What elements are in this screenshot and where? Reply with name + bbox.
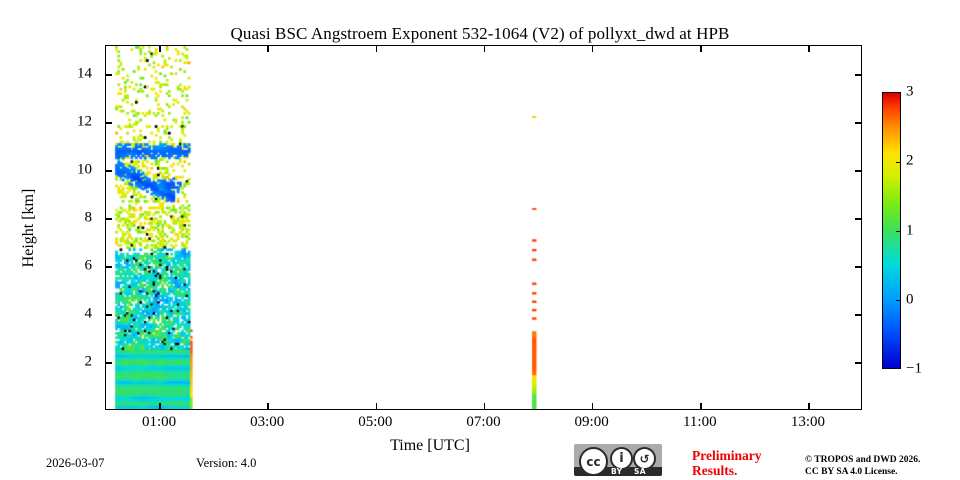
x-tick-label: 13:00: [790, 414, 826, 430]
x-axis-title: Time [UTC]: [390, 437, 470, 454]
cc-icon: cc: [579, 447, 608, 476]
y-tick: [105, 362, 112, 364]
copyright-notice: © TROPOS and DWD 2026. CC BY SA 4.0 Lice…: [805, 455, 920, 478]
y-tick: [855, 122, 862, 124]
preliminary-results-notice: Preliminary Results.: [692, 448, 792, 478]
colorbar-gradient: [883, 93, 900, 368]
colorbar-tick-label: 1: [906, 222, 914, 238]
y-tick-label: 2: [84, 353, 93, 370]
creative-commons-badge[interactable]: cc i ↺ BY SA: [574, 444, 662, 476]
y-tick: [105, 74, 112, 76]
x-tick: [267, 45, 269, 52]
colorbar-tick: [896, 161, 901, 163]
y-tick: [855, 170, 862, 172]
x-tick-label: 09:00: [574, 414, 609, 430]
x-tick: [699, 45, 702, 52]
y-axis-title: Height [km]: [20, 188, 37, 268]
y-tick: [855, 362, 862, 364]
cc-by-label: BY: [611, 467, 623, 476]
colorbar-tick: [896, 230, 901, 233]
x-tick: [483, 45, 486, 52]
preliminary-line-1: Preliminary: [692, 448, 762, 463]
x-tick: [808, 403, 810, 410]
x-tick: [591, 45, 594, 52]
x-tick: [699, 403, 702, 410]
y-tick-label: 14: [77, 65, 92, 82]
x-tick: [375, 45, 378, 52]
x-tick-label: 11:00: [682, 414, 717, 430]
x-tick: [375, 403, 378, 410]
cc-badge-bottom-bar: [574, 467, 662, 476]
x-tick: [159, 45, 161, 52]
x-tick: [267, 403, 269, 410]
heatmap-canvas: [106, 46, 861, 409]
x-tick: [483, 403, 486, 410]
x-tick-label: 07:00: [466, 414, 501, 430]
colorbar-tick: [896, 300, 901, 302]
y-tick-label: 8: [84, 209, 93, 226]
y-tick-label: 10: [77, 161, 92, 178]
y-tick-label: 12: [77, 113, 92, 130]
copyright-line-2: CC BY SA 4.0 License.: [805, 466, 898, 477]
footer-date: 2026-03-07: [46, 456, 105, 470]
y-tick: [855, 74, 862, 76]
x-tick-label: 01:00: [141, 414, 177, 430]
x-tick-label: 05:00: [358, 414, 393, 430]
y-tick: [105, 218, 112, 220]
footer-version: Version: 4.0: [196, 456, 257, 470]
y-tick: [105, 170, 112, 172]
y-tick-label: 6: [84, 257, 93, 274]
plot-axes: [105, 45, 862, 410]
colorbar-tick-label: 3: [906, 83, 914, 100]
y-tick: [105, 314, 112, 316]
colorbar-tick-label: 2: [906, 152, 914, 169]
x-tick-label: 03:00: [250, 414, 285, 430]
y-tick: [855, 314, 862, 316]
x-tick: [808, 45, 810, 52]
y-tick: [855, 266, 862, 268]
y-tick: [855, 218, 862, 220]
y-tick: [105, 122, 112, 124]
cc-sa-icon: ↺: [633, 447, 656, 470]
cc-by-icon: i: [610, 447, 633, 470]
colorbar: [882, 92, 901, 369]
copyright-line-1: © TROPOS and DWD 2026.: [805, 455, 921, 465]
x-tick: [159, 403, 161, 410]
colorbar-tick-label: 0: [906, 291, 914, 308]
plot-data-area: [106, 46, 861, 409]
x-tick: [591, 403, 594, 410]
preliminary-line-2: Results.: [692, 463, 738, 478]
page-title: Quasi BSC Angstroem Exponent 532-1064 (V…: [230, 24, 730, 43]
colorbar-tick-label: −1: [906, 360, 922, 377]
y-tick-label: 4: [84, 305, 93, 322]
y-tick: [105, 266, 112, 268]
cc-sa-label: SA: [634, 467, 646, 476]
